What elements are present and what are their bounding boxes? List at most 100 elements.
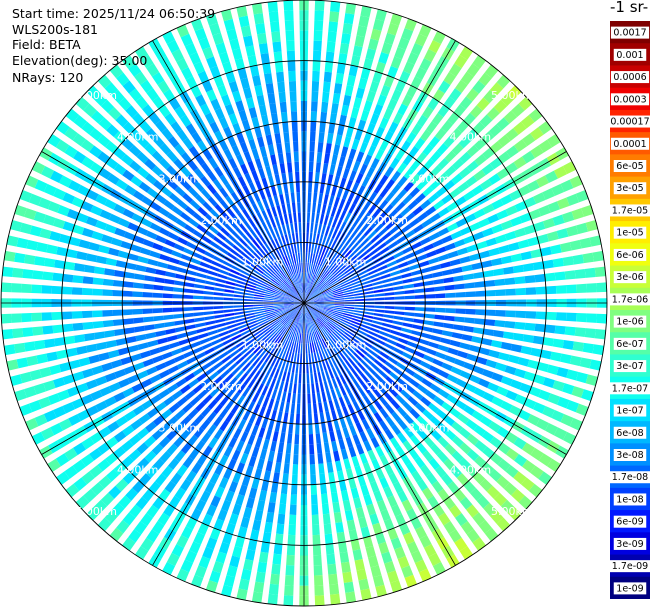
range-gate — [337, 324, 347, 332]
range-gate — [245, 286, 256, 291]
range-gate — [339, 551, 350, 563]
range-gate — [427, 402, 440, 414]
range-gate — [547, 393, 561, 405]
range-gate — [10, 374, 23, 387]
range-gate — [509, 405, 522, 417]
azimuth-spoke — [303, 151, 567, 304]
range-gate — [491, 396, 504, 407]
range-gate — [167, 415, 179, 427]
range-gate — [406, 508, 418, 521]
range-gate — [255, 312, 266, 317]
range-gate — [489, 436, 503, 449]
range-gate — [121, 455, 134, 469]
range-gate — [310, 222, 314, 233]
range-gate — [474, 281, 486, 288]
range-gate — [320, 314, 329, 322]
range-gate — [253, 296, 264, 300]
range-gate — [331, 185, 338, 197]
colorbar-label-bg — [610, 471, 650, 484]
range-gate — [329, 430, 336, 442]
range-gate — [225, 280, 237, 286]
range-gate — [304, 295, 312, 303]
range-gate — [502, 331, 514, 340]
range-gate — [251, 116, 260, 129]
range-gate — [451, 332, 463, 340]
range-gate — [170, 121, 183, 134]
range-gate — [475, 356, 488, 366]
range-gate — [326, 347, 333, 358]
range-gate — [456, 247, 469, 256]
range-gate — [166, 443, 178, 456]
range-gate — [188, 335, 199, 343]
range-gate — [129, 504, 142, 518]
range-gate — [269, 228, 277, 239]
range-gate — [273, 275, 282, 284]
range-gate — [350, 367, 359, 378]
range-gate — [165, 328, 177, 335]
range-gate — [350, 539, 361, 551]
range-gate — [466, 504, 479, 518]
range-gate — [43, 409, 57, 423]
range-gate — [454, 537, 468, 552]
range-gate — [423, 354, 435, 363]
range-gate — [235, 283, 246, 289]
range-gate — [207, 399, 218, 410]
range-gate — [188, 145, 200, 158]
range-gate — [547, 201, 561, 213]
range-gate — [453, 488, 466, 502]
range-gate — [53, 217, 66, 229]
range-gate — [245, 231, 255, 242]
range-gate — [201, 256, 213, 264]
range-gate — [396, 377, 408, 388]
range-gate — [219, 395, 230, 407]
range-gate — [292, 321, 298, 332]
range-gate — [505, 128, 519, 141]
range-gate — [322, 326, 330, 335]
range-gate — [285, 152, 292, 163]
range-gate — [132, 112, 145, 126]
range-gate — [362, 340, 373, 349]
range-gate — [255, 179, 263, 191]
range-gate — [482, 446, 495, 459]
range-gate — [308, 322, 313, 333]
range-gate — [370, 362, 381, 372]
range-gate — [180, 428, 192, 440]
range-gate — [323, 305, 334, 309]
range-gate — [152, 355, 164, 364]
range-gate — [283, 213, 289, 225]
range-gate — [187, 159, 199, 172]
colorbar-label-bg — [613, 404, 647, 417]
range-gate — [403, 283, 414, 289]
range-gate — [594, 266, 606, 277]
range-gate — [335, 219, 343, 230]
ray-4 — [304, 5, 372, 303]
range-gate — [559, 353, 572, 364]
range-gate — [459, 151, 472, 164]
range-gate — [444, 429, 457, 441]
range-gate — [155, 362, 167, 372]
range-gate — [249, 228, 258, 239]
range-gate — [310, 484, 318, 495]
range-gate — [519, 382, 532, 394]
range-gate — [200, 175, 211, 187]
range-gate — [594, 329, 606, 340]
range-gate — [321, 269, 329, 279]
range-gate — [274, 133, 282, 144]
range-gate — [142, 358, 155, 368]
range-gate — [394, 290, 405, 295]
device-name: WLS200s-181 — [12, 22, 98, 37]
range-gate — [433, 199, 445, 211]
range-gate — [333, 310, 344, 315]
range-gate — [369, 481, 380, 493]
range-gate — [195, 499, 207, 512]
range-gate — [115, 415, 128, 427]
range-gate — [404, 367, 416, 377]
range-gate — [245, 364, 255, 375]
range-gate — [283, 381, 289, 393]
range-gate — [235, 340, 246, 349]
range-gate — [155, 330, 167, 337]
range-gate — [274, 296, 285, 300]
range-gate — [295, 181, 300, 193]
range-gate — [437, 104, 450, 118]
range-gate — [371, 345, 382, 354]
